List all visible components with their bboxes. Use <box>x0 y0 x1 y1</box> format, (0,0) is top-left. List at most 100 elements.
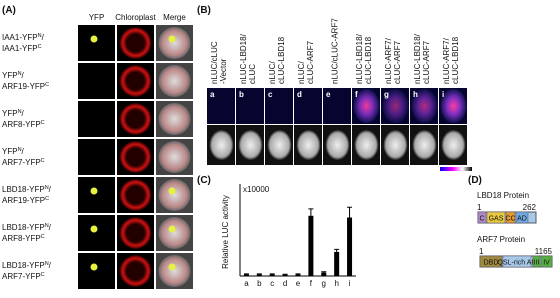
luminescence-image <box>323 88 351 124</box>
yfp-image <box>78 253 115 289</box>
chloroplast-cell <box>119 217 152 249</box>
bar <box>321 272 327 276</box>
column-label: cLUC <box>248 64 257 84</box>
row-label-part: ARF8-YFP <box>2 120 41 129</box>
row-label: ARF19-YFPC <box>2 82 49 91</box>
bar <box>295 274 301 276</box>
panel-letter: h <box>413 90 418 99</box>
protein-domain <box>502 255 532 268</box>
protein-domain <box>479 255 503 268</box>
domain-label: AD <box>517 216 527 223</box>
column-label: cLUC-ARF7 <box>393 40 402 84</box>
row-label-sup: N <box>45 185 49 191</box>
column-label: nLUC/ <box>297 61 306 84</box>
merge-signal <box>168 35 176 43</box>
row-label: LBD18-YFPN/ <box>2 261 52 270</box>
yfp-image <box>78 25 115 61</box>
row-label: LBD18-YFPN/ <box>2 223 52 232</box>
column-label: cLUC-ARF7 <box>306 40 315 84</box>
panel-letter: i <box>442 90 444 99</box>
column-label: nLUC-LBD18/ <box>413 33 422 84</box>
x-tick-label: d <box>283 279 287 288</box>
x-tick-label: a <box>244 279 249 288</box>
row-label: IAA1-YFPN/ <box>2 33 45 42</box>
yfp-signal <box>90 263 98 271</box>
row-label-part: IAA1-YFP <box>2 33 38 42</box>
panel-letter: g <box>384 90 389 99</box>
row-label-part: ARF19-YFP <box>2 82 45 91</box>
bar <box>334 251 340 276</box>
row-label-sup: C <box>45 82 49 88</box>
leaf <box>354 130 379 160</box>
row-label: ARF19-YFPC <box>2 196 49 205</box>
panel-label: (A) <box>2 5 16 16</box>
protein-name: ARF7 Protein <box>477 235 525 244</box>
row-label-sup: N <box>18 147 22 153</box>
chloroplast-cell <box>119 103 152 135</box>
luminescence-image <box>207 88 235 124</box>
row-label-sup: C <box>38 44 42 50</box>
row-label-part: ARF19-YFP <box>2 196 45 205</box>
domain-label: C <box>479 216 484 223</box>
column-label: nLUC/ <box>268 61 277 84</box>
row-label-part: / <box>22 109 25 118</box>
row-label-part: / <box>49 223 52 232</box>
row-label-part: LBD18-YFP <box>2 185 45 194</box>
panel-label: (C) <box>197 175 211 186</box>
row-label-part: YFP <box>2 109 18 118</box>
row-label-part: ARF8-YFP <box>2 234 41 243</box>
merge-cell <box>158 103 191 135</box>
domain-label: IV <box>543 260 550 267</box>
luminescence-signal <box>382 89 409 123</box>
error-bar <box>308 208 314 223</box>
column-label: cLUC-LBD18 <box>277 36 286 84</box>
bar <box>308 215 314 276</box>
row-label-sup: C <box>41 158 45 164</box>
merge-signal <box>168 225 176 233</box>
column-label: nLUC/cLUC-ARF7 <box>331 18 340 84</box>
merge-cell <box>158 255 191 287</box>
yfp-image <box>78 139 115 175</box>
column-label: nLUC-ARF7/ <box>384 37 393 84</box>
chloroplast-cell <box>119 27 152 59</box>
yfp-image <box>78 215 115 251</box>
y-axis-title: Relative LUC activity <box>221 195 230 269</box>
x-tick-label: c <box>270 279 274 288</box>
merge-cell <box>158 65 191 97</box>
row-label: LBD18-YFPN/ <box>2 185 52 194</box>
row-label-sup: N <box>18 109 22 115</box>
leaf <box>267 130 292 160</box>
column-label: cLUC-ARF7 <box>422 40 431 84</box>
panel-letter: a <box>210 90 215 99</box>
panel-label: (D) <box>468 175 482 186</box>
merge-cell <box>158 217 191 249</box>
chloroplast-cell <box>119 65 152 97</box>
protein-domain <box>486 211 506 224</box>
row-label-part: LBD18-YFP <box>2 261 45 270</box>
row-label-part: YFP <box>2 71 18 80</box>
row-label: YFPN/ <box>2 147 25 156</box>
row-label-part: IAA1-YFP <box>2 44 38 53</box>
domain-label: CC <box>505 216 515 223</box>
luminescence-image <box>265 88 293 124</box>
error-bar <box>347 206 353 228</box>
row-label: YFPN/ <box>2 71 25 80</box>
x-tick-label: h <box>334 279 338 288</box>
protein-domain <box>477 211 487 224</box>
panel-letter: c <box>268 90 273 99</box>
column-label: nLUC-LBD18/ <box>355 33 364 84</box>
row-label-sup: C <box>41 272 45 278</box>
merge-cell <box>158 179 191 211</box>
row-label-sup: N <box>45 261 49 267</box>
column-header: YFP <box>89 13 105 22</box>
bar <box>347 217 353 276</box>
yfp-signal <box>90 225 98 233</box>
row-label-sup: N <box>38 33 42 39</box>
x-tick-label: g <box>322 279 326 288</box>
error-bar <box>282 273 288 275</box>
row-label: ARF7-YFPC <box>2 272 45 281</box>
row-label-part: / <box>49 261 52 270</box>
yfp-image <box>78 63 115 99</box>
luminescence-image <box>236 88 264 124</box>
